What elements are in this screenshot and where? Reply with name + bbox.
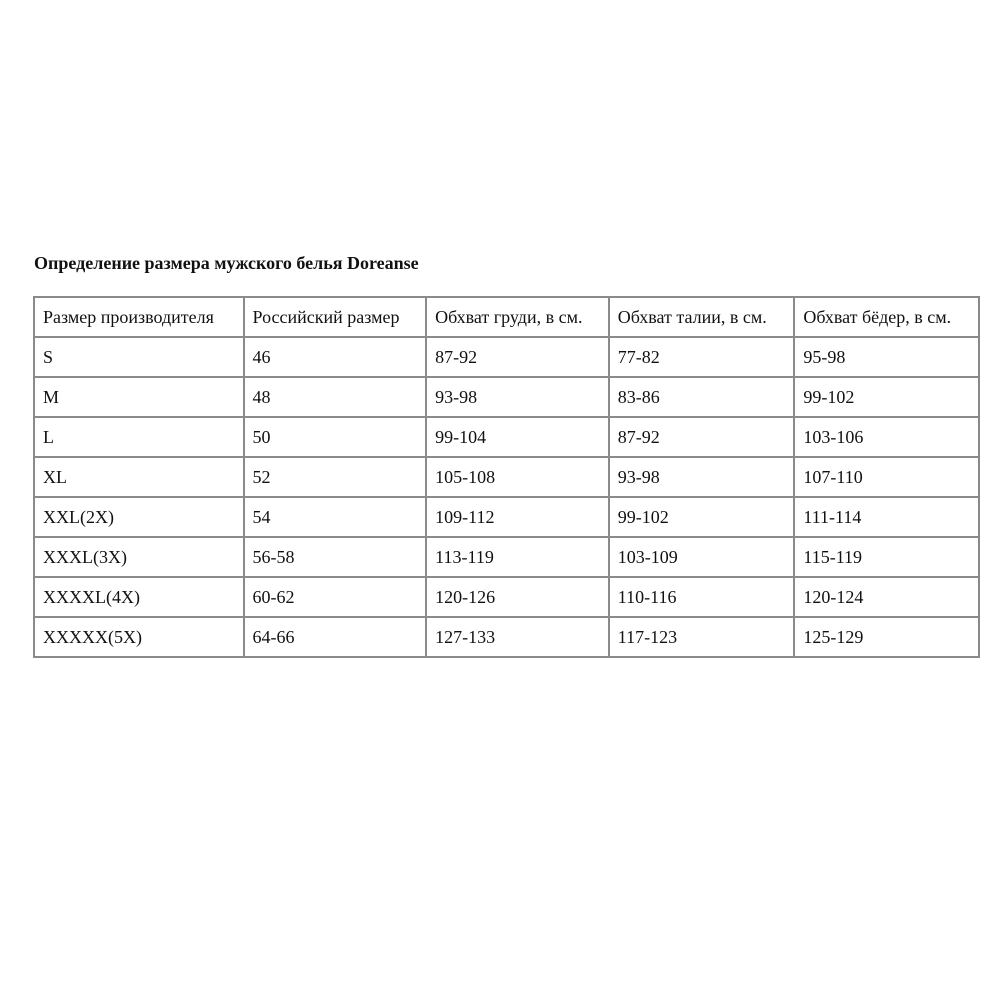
- column-header: Обхват бёдер, в см.: [793, 296, 980, 338]
- table-cell: XXXXL(4X): [33, 576, 245, 618]
- column-header: Размер производителя: [33, 296, 245, 338]
- table-cell: 99-102: [793, 376, 980, 418]
- table-row: M 48 93-98 83-86 99-102: [33, 376, 980, 418]
- table-cell: XXL(2X): [33, 496, 245, 538]
- table-cell: 127-133: [425, 616, 610, 658]
- table-cell: 54: [242, 496, 428, 538]
- table-cell: XXXXX(5X): [33, 616, 245, 658]
- table-cell: 48: [242, 376, 428, 418]
- table-cell: 93-98: [607, 456, 796, 498]
- table-cell: 87-92: [607, 416, 796, 458]
- table-cell: 115-119: [793, 536, 980, 578]
- table-cell: 107-110: [793, 456, 980, 498]
- table-cell: 64-66: [242, 616, 428, 658]
- table-row: S 46 87-92 77-82 95-98: [33, 336, 980, 378]
- table-cell: 117-123: [607, 616, 796, 658]
- table-row: L 50 99-104 87-92 103-106: [33, 416, 980, 458]
- table-cell: 56-58: [242, 536, 428, 578]
- table-cell: 46: [242, 336, 428, 378]
- table-cell: 109-112: [425, 496, 610, 538]
- table-cell: 120-124: [793, 576, 980, 618]
- table-cell: 103-109: [607, 536, 796, 578]
- table-cell: 125-129: [793, 616, 980, 658]
- table-row: XXXL(3X) 56-58 113-119 103-109 115-119: [33, 536, 980, 578]
- table-cell: 77-82: [607, 336, 796, 378]
- size-table: Размер производителя Российский размер Обх…: [33, 296, 980, 658]
- table-cell: XL: [33, 456, 245, 498]
- table-cell: 99-102: [607, 496, 796, 538]
- column-header: Обхват груди, в см.: [425, 296, 610, 338]
- table-row: XXL(2X) 54 109-112 99-102 111-114: [33, 496, 980, 538]
- table-cell: 87-92: [425, 336, 610, 378]
- table-cell: 93-98: [425, 376, 610, 418]
- column-header: Обхват талии, в см.: [607, 296, 796, 338]
- table-cell: 83-86: [607, 376, 796, 418]
- table-cell: 50: [242, 416, 428, 458]
- table-row: XXXXL(4X) 60-62 120-126 110-116 120-124: [33, 576, 980, 618]
- table-cell: 110-116: [607, 576, 796, 618]
- table-cell: 105-108: [425, 456, 610, 498]
- table-cell: 120-126: [425, 576, 610, 618]
- page-title: Определение размера мужского белья Dorea…: [34, 253, 419, 273]
- table-cell: L: [33, 416, 245, 458]
- table-cell: 60-62: [242, 576, 428, 618]
- table-cell: 52: [242, 456, 428, 498]
- table-cell: M: [33, 376, 245, 418]
- table-cell: 95-98: [793, 336, 980, 378]
- table-cell: 111-114: [793, 496, 980, 538]
- table-row: XL 52 105-108 93-98 107-110: [33, 456, 980, 498]
- table-row: XXXXX(5X) 64-66 127-133 117-123 125-129: [33, 616, 980, 658]
- column-header: Российский размер: [242, 296, 428, 338]
- header-row: Размер производителя Российский размер Обх…: [33, 296, 980, 338]
- table-cell: 99-104: [425, 416, 610, 458]
- table-cell: 113-119: [425, 536, 610, 578]
- table-cell: S: [33, 336, 245, 378]
- table-cell: 103-106: [793, 416, 980, 458]
- table-cell: XXXL(3X): [33, 536, 245, 578]
